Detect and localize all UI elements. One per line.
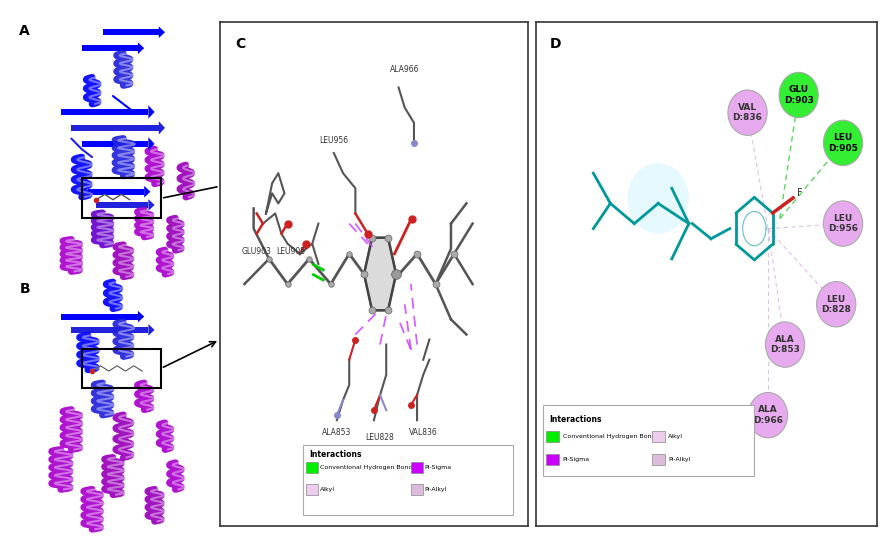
Bar <box>652 431 665 442</box>
Text: ALA
D:853: ALA D:853 <box>770 335 800 355</box>
Text: LEU956: LEU956 <box>319 136 348 145</box>
Text: Conventional Hydrogen Bond: Conventional Hydrogen Bond <box>320 465 413 470</box>
Bar <box>411 461 423 472</box>
Polygon shape <box>148 324 154 336</box>
Text: B: B <box>19 282 30 296</box>
Bar <box>303 446 513 515</box>
Text: LEU
D:956: LEU D:956 <box>828 214 858 233</box>
Text: Pi-Alkyl: Pi-Alkyl <box>668 457 691 462</box>
Text: ALA853: ALA853 <box>323 429 352 437</box>
Polygon shape <box>138 311 144 322</box>
Bar <box>543 405 754 476</box>
Text: Pi-Sigma: Pi-Sigma <box>424 465 452 470</box>
Bar <box>411 484 423 495</box>
Ellipse shape <box>766 322 804 367</box>
Bar <box>82 349 161 389</box>
Polygon shape <box>148 105 154 118</box>
Bar <box>547 431 559 442</box>
Ellipse shape <box>627 163 688 233</box>
Text: Interactions: Interactions <box>549 415 602 424</box>
Text: Pi-Alkyl: Pi-Alkyl <box>424 487 447 492</box>
Text: LEU828: LEU828 <box>366 433 394 442</box>
Text: Alkyl: Alkyl <box>668 435 683 439</box>
Polygon shape <box>138 42 144 54</box>
Text: A: A <box>19 24 30 38</box>
Bar <box>652 454 665 465</box>
Bar <box>103 29 159 35</box>
Polygon shape <box>144 186 151 197</box>
Text: F: F <box>797 188 802 198</box>
Ellipse shape <box>728 90 767 135</box>
Polygon shape <box>159 26 165 38</box>
Bar <box>306 484 318 495</box>
Text: GLU
D:903: GLU D:903 <box>784 85 813 105</box>
Text: LEU
D:828: LEU D:828 <box>821 294 851 314</box>
Text: Pi-Sigma: Pi-Sigma <box>563 457 590 462</box>
Polygon shape <box>148 137 154 151</box>
Bar <box>97 202 148 208</box>
Text: D: D <box>549 37 561 51</box>
Ellipse shape <box>823 201 863 246</box>
Bar <box>82 45 138 51</box>
Text: Conventional Hydrogen Bond: Conventional Hydrogen Bond <box>563 435 655 439</box>
Text: ALA966: ALA966 <box>390 65 419 75</box>
Text: Interactions: Interactions <box>309 450 361 459</box>
Bar <box>71 124 159 131</box>
Bar <box>88 189 144 195</box>
Polygon shape <box>159 121 165 135</box>
Bar <box>82 179 161 218</box>
Bar <box>547 454 559 465</box>
Polygon shape <box>364 238 396 310</box>
Text: C: C <box>235 37 245 51</box>
Text: ALA
D:966: ALA D:966 <box>753 406 783 425</box>
Polygon shape <box>148 199 154 211</box>
Text: GLU903: GLU903 <box>242 247 272 256</box>
Bar <box>71 327 148 333</box>
Text: VAL836: VAL836 <box>408 429 438 437</box>
Text: VAL
D:836: VAL D:836 <box>733 103 763 122</box>
Ellipse shape <box>823 120 863 165</box>
Ellipse shape <box>817 282 856 327</box>
Text: Alkyl: Alkyl <box>320 487 335 492</box>
Bar <box>306 461 318 472</box>
Text: LEU
D:905: LEU D:905 <box>828 133 858 153</box>
Ellipse shape <box>779 72 819 118</box>
Ellipse shape <box>749 392 788 438</box>
Bar <box>61 313 138 319</box>
Bar <box>82 140 148 147</box>
Bar <box>61 109 148 115</box>
Text: LEU905: LEU905 <box>276 247 305 256</box>
